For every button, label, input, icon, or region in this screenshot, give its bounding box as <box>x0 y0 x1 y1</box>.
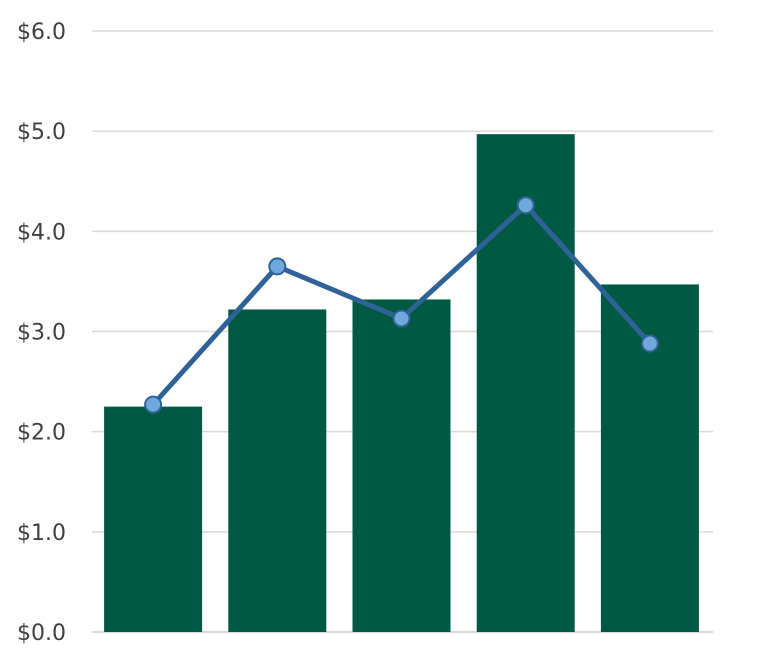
y-tick-label-0: $0.0 <box>17 621 66 646</box>
bar-3 <box>352 299 451 632</box>
bar-1 <box>104 406 203 632</box>
line-point-2 <box>268 257 287 276</box>
bar-4 <box>476 134 575 632</box>
y-tick-label-3: $3.0 <box>17 321 66 346</box>
y-tick-label-5: $5.0 <box>17 120 66 145</box>
line-series <box>144 196 659 414</box>
line-point-4 <box>516 196 535 215</box>
bar-series <box>104 134 699 632</box>
y-axis: $0.0 $1.0 $2.0 $3.0 $4.0 $5.0 $6.0 <box>17 20 66 646</box>
bar-2 <box>228 309 327 632</box>
y-tick-label-2: $2.0 <box>17 421 66 446</box>
line-point-1 <box>144 395 163 414</box>
line-point-5 <box>640 334 659 353</box>
y-tick-label-1: $1.0 <box>17 521 66 546</box>
y-tick-label-4: $4.0 <box>17 220 66 245</box>
y-tick-label-6: $6.0 <box>17 20 66 45</box>
line-point-3 <box>392 309 411 328</box>
